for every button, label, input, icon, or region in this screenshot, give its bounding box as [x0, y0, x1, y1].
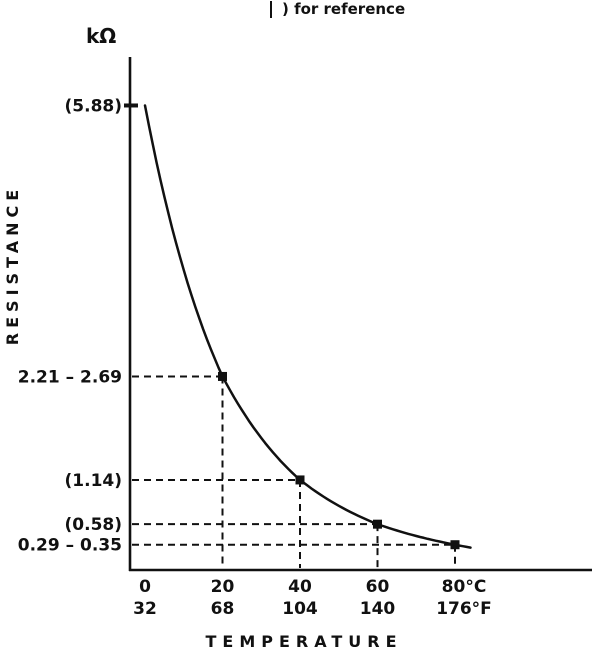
- x-tick-label-fahrenheit: 176°F: [436, 599, 492, 619]
- x-axis-title: TEMPERATURE: [205, 632, 403, 651]
- x-tick-label-celsius: 80°C: [442, 577, 487, 597]
- x-tick-label-fahrenheit: 140: [360, 599, 396, 619]
- y-value-label: 0.29 – 0.35: [18, 536, 122, 556]
- legend-bracket-icon: [270, 1, 272, 18]
- x-tick-label-celsius: 20: [211, 577, 235, 597]
- y-value-label: (1.14): [65, 471, 122, 491]
- x-tick-label-fahrenheit: 32: [133, 599, 157, 619]
- y-axis-unit: kΩ: [86, 24, 117, 48]
- x-tick-label-fahrenheit: 68: [211, 599, 235, 619]
- y-value-label: (5.88): [65, 96, 122, 116]
- resistance-curve: [143, 104, 472, 549]
- x-tick-label-celsius: 60: [366, 577, 390, 597]
- y-value-label: (0.58): [65, 515, 122, 535]
- legend-note: ) for reference: [282, 0, 406, 18]
- x-tick-label-celsius: 40: [288, 577, 312, 597]
- y-value-label: 2.21 – 2.69: [18, 367, 122, 387]
- x-tick-label-celsius: 0: [139, 577, 151, 597]
- legend-fragment: ) for reference: [270, 0, 405, 18]
- x-tick-label-fahrenheit: 104: [282, 599, 318, 619]
